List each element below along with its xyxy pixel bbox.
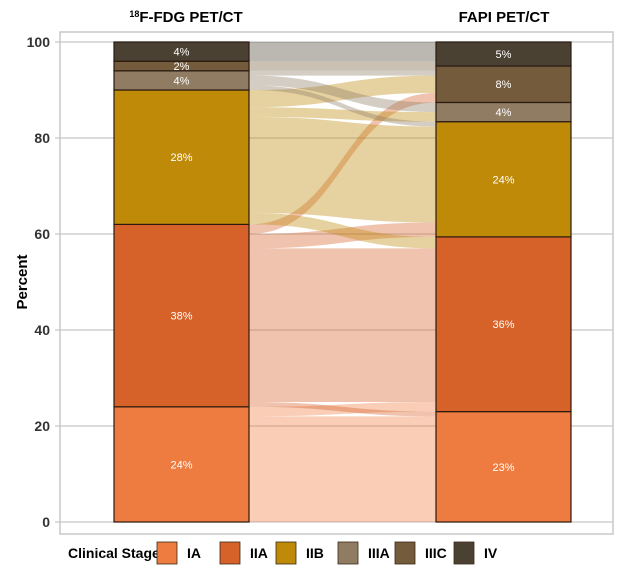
legend-label-IIB: IIB: [306, 545, 324, 561]
y-axis-label: Percent: [14, 254, 31, 309]
legend-swatch-IV: [453, 541, 475, 565]
y-tick-label: 20: [34, 418, 50, 434]
legend-swatch-IA: [156, 541, 178, 565]
right-stratum-label: 5%: [496, 49, 512, 61]
y-tick-label: 40: [34, 322, 50, 338]
left-stratum-label: 4%: [174, 47, 190, 59]
flow-IIIA-to-IIB: [249, 85, 436, 127]
panel-border: [59, 31, 614, 535]
legend: Clinical Stage IA IIA IIB IIIA IIIC IV: [68, 541, 498, 565]
left-stratum-label: 38%: [170, 311, 192, 323]
y-tick-label: 80: [34, 130, 50, 146]
flow-IIB-to-IIIA: [249, 107, 436, 122]
right-stratum-IV: [435, 41, 572, 67]
legend-swatch-IIB: [275, 541, 297, 565]
flow-IIB-to-IIIC: [249, 75, 436, 108]
right-stratum-label: 23%: [492, 462, 514, 474]
right-stratum-IIA: [435, 236, 572, 413]
legend-label-IA: IA: [187, 545, 201, 561]
axis-title-right: FAPI PET/CT: [459, 9, 550, 26]
legend-label-IIIC: IIIC: [425, 545, 447, 561]
left-stratum-label: 28%: [170, 152, 192, 164]
legend-label-IV: IV: [484, 545, 498, 561]
flow-IIIC-to-IIIC: [249, 66, 436, 71]
right-stratum-label: 36%: [492, 319, 514, 331]
left-stratum-label: 4%: [174, 75, 190, 87]
flow-IIIA-to-IIIA: [249, 75, 436, 113]
legend-swatch-IIIC: [394, 541, 416, 565]
left-stratum-IV: [113, 41, 250, 62]
right-stratum-IA: [435, 411, 572, 523]
left-stratum-label: 2%: [174, 61, 190, 73]
legend-title: Clinical Stage: [68, 545, 160, 561]
legend-swatch-IIIA: [337, 541, 359, 565]
flow-IIB-to-IIA: [249, 212, 436, 249]
flow-IV-to-IV: [249, 42, 436, 62]
y-tick-label: 60: [34, 226, 50, 242]
left-stratum-label: 24%: [170, 459, 192, 471]
right-stratum-IIIC: [435, 65, 572, 104]
legend-label-IIA: IIA: [250, 545, 268, 561]
legend-swatch-IIA: [219, 541, 241, 565]
y-tick-label: 100: [27, 34, 51, 50]
flow-IIA-to-IIB: [249, 222, 436, 249]
flow-IIA-to-IIIC: [249, 92, 436, 234]
flow-IIIC-to-IV: [249, 61, 436, 66]
right-stratum-label: 8%: [496, 79, 512, 91]
flow-IIA-to-IA: [249, 402, 436, 417]
flow-IA-to-IA: [249, 416, 436, 522]
right-stratum-label: 24%: [492, 174, 514, 186]
y-tick-label: 0: [42, 514, 50, 530]
flow-IA-to-IIA: [249, 402, 436, 417]
right-stratum-label: 4%: [496, 107, 512, 119]
flow-IIA-to-IIA: [249, 248, 436, 402]
flow-IIB-to-IIB: [249, 116, 436, 223]
flow-IIIA-to-IIIC: [249, 70, 436, 76]
legend-label-IIIA: IIIA: [368, 545, 390, 561]
axis-title-left: 18F-FDG PET/CT: [129, 9, 242, 26]
